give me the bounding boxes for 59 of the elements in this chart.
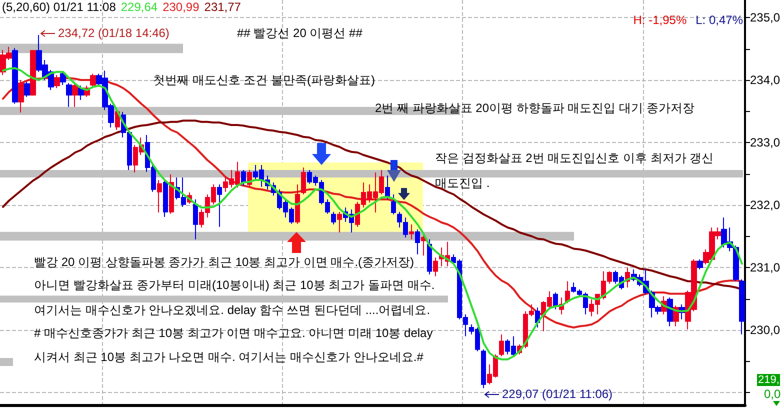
candlestick xyxy=(193,198,198,240)
annotation: 229,64 xyxy=(120,0,158,14)
candlestick xyxy=(241,170,246,186)
candlestick xyxy=(337,211,342,233)
candlestick xyxy=(739,278,745,335)
candlestick xyxy=(54,74,60,89)
candlestick xyxy=(169,174,174,214)
candlestick xyxy=(12,48,18,104)
y-tick-label: 233,0 xyxy=(750,136,780,150)
y-tick-label: 231,0 xyxy=(750,260,780,274)
annotation: 234,72 (01/18 14:46) xyxy=(58,26,170,40)
candlestick xyxy=(499,334,504,357)
candlestick xyxy=(217,184,222,228)
candlestick xyxy=(553,292,558,310)
annotation: 빨강 20 이평 상향돌파봉 종가가 최근 10봉 최고가 이면 매수.(종가저장) xyxy=(34,255,414,269)
text: 219, xyxy=(757,374,780,386)
annotation: 아니면 빨강화살표 종가부터 미래(10봉이내) 최근 10봉 최고가 돌파면 매수. xyxy=(34,278,435,292)
candlestick xyxy=(697,258,703,270)
y-tick-label: 235,0 xyxy=(750,10,780,24)
annotation: 2번 째 파랑화살표 20이평 하향돌파 매도진입 대기 종가저장 xyxy=(375,101,694,115)
annotation: # 매수신호종가가 최근 10봉 최고가 이면 매수고요. 아니면 미래 10봉 delay xyxy=(34,326,433,340)
candlestick xyxy=(66,82,72,108)
annotation: 여기서는 매수신호가 안나오겠네요. delay 함수 쓰면 된다던데 ....어렵네요. xyxy=(34,303,430,317)
candlestick xyxy=(391,194,396,215)
candlestick xyxy=(565,280,570,304)
candlestick xyxy=(157,180,162,213)
annotation: ## 빨강선 20 이평선 ## xyxy=(237,26,362,40)
candlestick xyxy=(481,348,486,389)
annotation: H: -1,95% xyxy=(633,13,687,27)
candlestick xyxy=(385,175,390,200)
annotation: 230,99 xyxy=(162,0,200,14)
annotation: 첫번째 매도신호 조건 불만족(파랑화살표) xyxy=(153,73,375,87)
candlestick xyxy=(72,83,78,108)
candlestick xyxy=(433,257,438,277)
candlestick xyxy=(18,80,24,113)
y-tick-label: 232,0 xyxy=(750,198,780,212)
candlestick xyxy=(30,50,36,96)
candlestick xyxy=(331,211,336,225)
text: 0,0 xyxy=(764,387,781,401)
annotation: 매도진입 . xyxy=(435,176,490,190)
annotation: 시켜서 최근 10봉 최고가 나오면 매수. 여기서는 매수신호가 안나오네요.# xyxy=(34,350,424,364)
candlestick xyxy=(90,73,96,89)
candlestick xyxy=(409,224,414,240)
candlestick xyxy=(421,235,426,256)
candlestick xyxy=(667,297,673,327)
candlestick xyxy=(60,71,66,86)
candlestick xyxy=(301,167,306,195)
candlestick xyxy=(427,238,432,275)
y-tick-label: 234,0 xyxy=(750,73,780,87)
annotation: 229,07 (01/21 11:06) xyxy=(502,387,613,401)
annotation: 작은 검정화살표 2번 매도진입신호 이후 최저가 갱신 xyxy=(435,151,714,165)
annotation: (5,20,60) 01/21 11:08 xyxy=(2,0,116,14)
candlestick xyxy=(24,81,30,98)
annotation: L: 0,47% xyxy=(696,13,743,27)
y-tick-label: 230,0 xyxy=(750,323,780,337)
candlestick xyxy=(163,180,168,218)
annotation: 231,77 xyxy=(204,0,241,14)
candlestick xyxy=(415,228,420,255)
candlestick xyxy=(295,184,300,224)
